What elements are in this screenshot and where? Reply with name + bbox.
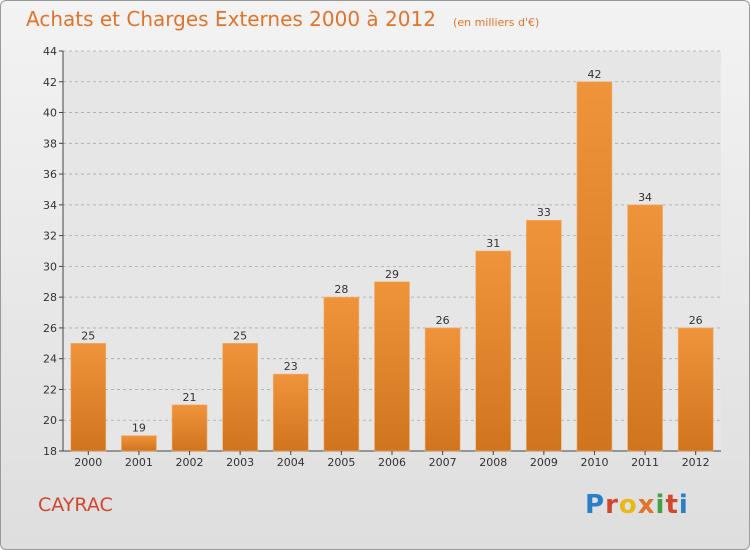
data-label: 29 <box>385 268 399 281</box>
x-tick-label: 2011 <box>631 456 659 469</box>
y-tick-label: 32 <box>43 230 57 243</box>
x-tick-label: 2000 <box>74 456 102 469</box>
data-label: 42 <box>587 68 601 81</box>
data-label: 25 <box>81 329 95 342</box>
data-label: 34 <box>638 191 652 204</box>
bar <box>526 219 562 452</box>
y-tick-label: 40 <box>43 107 57 120</box>
data-label: 25 <box>233 329 247 342</box>
bar <box>677 327 714 452</box>
bar <box>222 343 258 452</box>
bar <box>171 404 208 452</box>
y-tick-label: 28 <box>43 291 57 304</box>
data-label: 21 <box>183 391 197 404</box>
logo-letter: o <box>618 490 638 520</box>
y-tick-label: 18 <box>43 445 57 458</box>
bar <box>323 296 360 452</box>
x-tick-label: 2004 <box>277 456 305 469</box>
data-label: 23 <box>284 360 298 373</box>
y-tick-label: 34 <box>43 199 57 212</box>
x-tick-label: 2002 <box>176 456 204 469</box>
y-tick-label: 22 <box>43 383 57 396</box>
bar <box>70 343 107 452</box>
y-tick-label: 24 <box>43 353 57 366</box>
title-row: Achats et Charges Externes 2000 à 2012 (… <box>26 7 539 31</box>
bar <box>374 281 410 452</box>
y-tick-label: 20 <box>43 414 57 427</box>
proxiti-logo[interactable]: Proxiti <box>585 490 689 520</box>
y-tick-label: 44 <box>43 45 57 58</box>
y-tick-label: 30 <box>43 260 57 273</box>
logo-letter: r <box>605 490 619 520</box>
x-tick-label: 2005 <box>327 456 355 469</box>
y-tick-label: 26 <box>43 322 57 335</box>
bar <box>121 435 157 452</box>
x-tick-label: 2001 <box>125 456 153 469</box>
bar <box>576 81 613 452</box>
bar <box>424 327 461 452</box>
data-label: 31 <box>486 237 500 250</box>
bar <box>475 250 512 452</box>
logo-letter: i <box>655 490 666 520</box>
x-tick-label: 2012 <box>682 456 710 469</box>
bar <box>272 373 309 452</box>
x-tick-label: 2009 <box>530 456 558 469</box>
data-label: 19 <box>132 422 146 435</box>
chart-unit: (en milliers d'€) <box>453 16 540 29</box>
x-tick-label: 2008 <box>479 456 507 469</box>
logo-letter: t <box>665 490 679 520</box>
x-tick-label: 2006 <box>378 456 406 469</box>
y-tick-label: 38 <box>43 137 57 150</box>
y-tick-label: 36 <box>43 168 57 181</box>
logo-letter: x <box>637 490 656 520</box>
y-tick-label: 42 <box>43 76 57 89</box>
bar <box>627 204 663 452</box>
commune-name: CAYRAC <box>38 494 113 516</box>
data-label: 26 <box>689 314 703 327</box>
chart-title: Achats et Charges Externes 2000 à 2012 <box>26 7 436 31</box>
data-label: 33 <box>537 206 551 219</box>
x-tick-label: 2007 <box>429 456 457 469</box>
x-tick-label: 2010 <box>580 456 608 469</box>
data-label: 26 <box>436 314 450 327</box>
logo-letter: P <box>585 490 606 520</box>
data-label: 28 <box>334 283 348 296</box>
x-tick-label: 2003 <box>226 456 254 469</box>
logo-letter: i <box>678 490 689 520</box>
